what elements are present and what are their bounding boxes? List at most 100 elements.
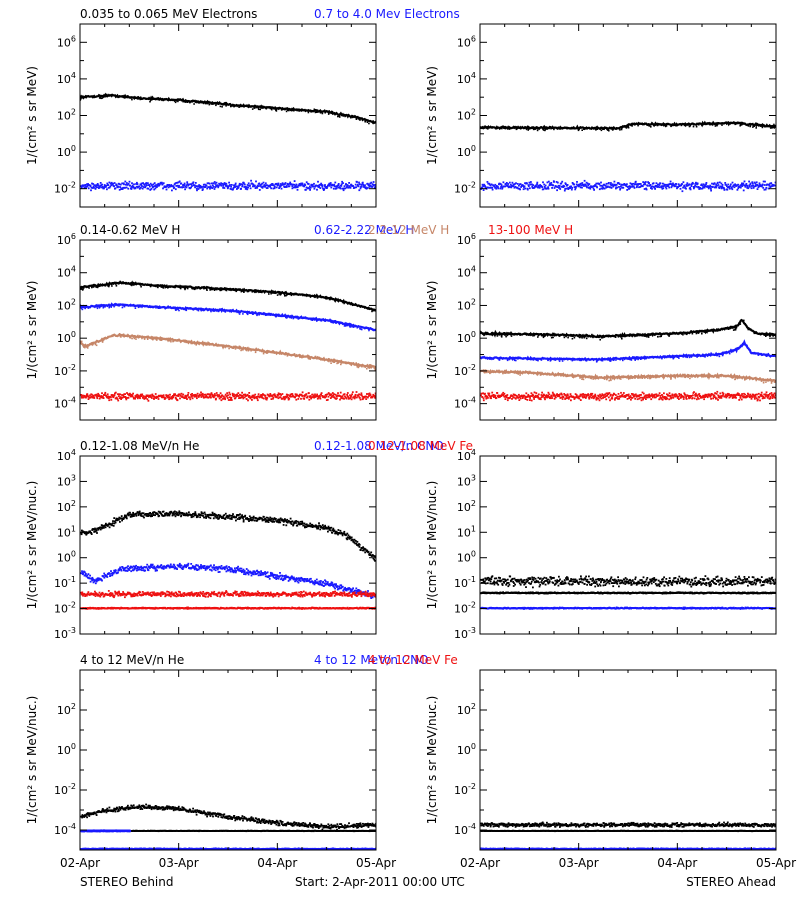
data-point [87, 183, 89, 185]
data-point [749, 183, 752, 186]
data-point [291, 187, 294, 190]
data-point [712, 186, 714, 188]
data-point [175, 511, 178, 513]
data-point [567, 188, 570, 190]
data-point [168, 396, 171, 398]
data-point [269, 571, 272, 574]
data-point [295, 393, 298, 396]
data-point [247, 569, 250, 572]
data-point [250, 516, 252, 519]
data-point [125, 515, 128, 518]
data-point [333, 185, 336, 188]
data-point [369, 393, 372, 396]
data-point [228, 567, 231, 569]
data-point [198, 514, 201, 516]
data-point [335, 583, 337, 586]
data-point [265, 516, 268, 519]
data-point [527, 129, 529, 131]
data-point [119, 396, 122, 398]
data-point [244, 185, 247, 188]
data-point [95, 393, 98, 396]
data-point [141, 185, 143, 188]
data-point [524, 398, 527, 400]
data-point [200, 567, 203, 570]
data-point [189, 187, 191, 190]
data-point [327, 395, 330, 398]
data-point [681, 190, 684, 193]
data-point [567, 397, 570, 400]
data-point [194, 186, 196, 189]
data-point [254, 290, 256, 292]
data-point [217, 185, 220, 187]
data-point [144, 569, 147, 572]
data-point [215, 104, 217, 107]
data-point [172, 340, 174, 343]
data-point [498, 395, 501, 398]
data-point [513, 183, 515, 186]
data-point [281, 182, 284, 185]
data-point [278, 293, 280, 295]
data-point [749, 395, 752, 398]
data-point [746, 395, 749, 398]
data-point [351, 393, 353, 396]
data-point [271, 395, 274, 398]
data-point [341, 361, 343, 364]
data-point [127, 182, 130, 185]
data-point [315, 111, 318, 113]
data-point [140, 394, 143, 397]
data-point [374, 309, 376, 311]
data-point [687, 395, 690, 397]
data-point [123, 183, 125, 186]
data-point [487, 397, 489, 399]
data-point [336, 113, 339, 116]
data-point [179, 566, 182, 569]
data-point [524, 182, 526, 185]
data-point [767, 353, 770, 355]
data-point [282, 315, 284, 318]
data-point [356, 544, 358, 546]
data-point [497, 394, 500, 397]
data-point [210, 569, 213, 572]
data-point [237, 392, 240, 394]
data-point [703, 394, 706, 397]
data-point [101, 579, 103, 582]
data-point [617, 398, 619, 400]
data-point [587, 394, 590, 397]
data-point [514, 185, 517, 188]
data-point [738, 393, 740, 395]
data-point [295, 579, 297, 582]
data-point [97, 528, 100, 531]
data-point [358, 546, 361, 548]
data-point [247, 290, 250, 293]
data-point [170, 184, 173, 186]
data-point [671, 393, 674, 396]
data-point [347, 396, 350, 398]
data-point [89, 394, 91, 397]
data-point [84, 571, 86, 574]
data-point [196, 342, 198, 344]
data-point [94, 579, 97, 582]
data-point [268, 518, 270, 520]
data-point [102, 186, 105, 189]
data-point [320, 182, 323, 185]
data-point [147, 514, 150, 517]
data-point [524, 397, 526, 399]
data-point [374, 396, 376, 398]
data-point [629, 395, 632, 397]
data-point [596, 186, 598, 189]
data-point [299, 354, 301, 356]
data-point [287, 576, 289, 579]
data-point [271, 351, 273, 354]
data-point [678, 394, 681, 397]
data-point [502, 371, 505, 373]
data-point [699, 187, 702, 190]
data-point [118, 333, 121, 335]
data-point [260, 106, 262, 109]
data-point [300, 576, 303, 579]
data-point [658, 398, 661, 401]
data-point [621, 393, 624, 396]
data-point [634, 180, 637, 183]
data-point [254, 393, 257, 396]
data-point [203, 186, 206, 189]
data-point [674, 393, 677, 396]
